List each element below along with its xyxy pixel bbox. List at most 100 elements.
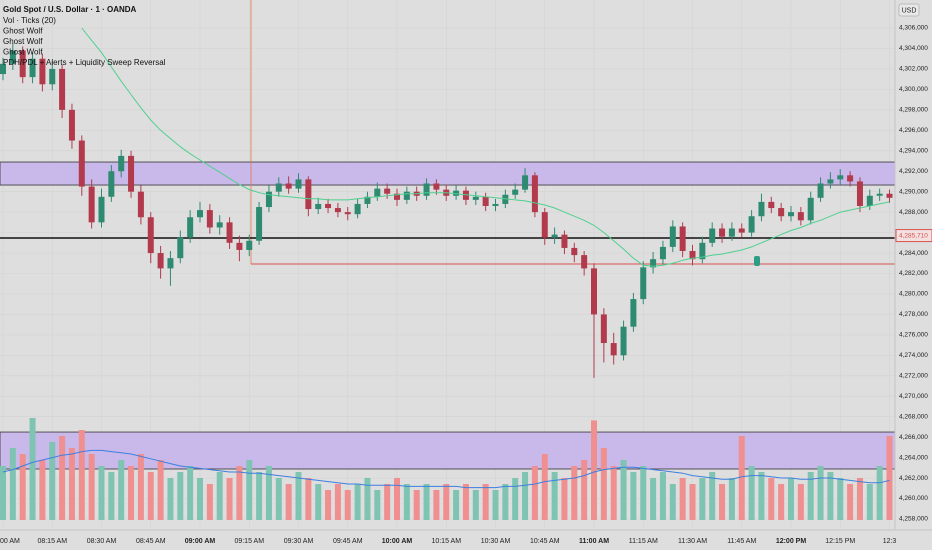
volume-bar [512,478,519,520]
candle-body [610,343,617,356]
candle-body [187,217,194,238]
x-tick-label: 09:45 AM [333,538,363,545]
candle-body [147,217,154,254]
candle-body [384,188,391,194]
candle-body [482,196,489,206]
volume-bar [59,436,66,520]
candle-body [512,189,519,195]
y-tick-label: 4,264,000 [899,454,928,461]
legend-entry: Ghost Wolf [3,48,43,57]
x-tick-label: 10:30 AM [481,538,511,545]
x-tick-label: 11:15 AM [629,538,658,545]
candle-body [137,191,144,218]
candle-body [531,175,538,213]
volume-bar [423,484,430,520]
candle-body [364,196,371,204]
volume-bar [669,484,676,520]
volume-bar [630,472,637,520]
candle-body [748,216,755,233]
candle-body [659,246,666,260]
volume-bar [738,436,745,520]
candle-body [394,193,400,200]
volume-bar [551,472,558,520]
volume-bar [394,478,400,520]
candle-body [768,201,775,209]
volume-bar [758,472,765,520]
volume-bar [620,460,627,520]
candle-body [128,155,135,192]
volume-bar [866,484,873,520]
volume-bar [856,478,863,520]
volume-bar [541,454,548,520]
x-tick-label: 11:30 AM [678,538,707,545]
candle-body [571,247,578,256]
volume-bar [78,430,85,520]
candle-body [788,212,794,217]
legend-entry: Ghost Wolf [3,37,43,46]
volume-bar [462,484,469,520]
volume-bar [492,490,499,520]
x-tick-label: 09:00 AM [185,538,216,545]
volume-bar [728,478,735,520]
volume-bar [591,420,597,520]
volume-bar [128,466,135,520]
volume-bar [305,478,312,520]
candle-body [403,191,410,200]
volume-bar [344,490,351,520]
volume-bar [197,478,203,520]
candle-body [334,208,341,213]
volume-bar [827,472,834,520]
candle-body [679,226,686,251]
candle-body [600,314,607,344]
volume-bar [236,466,243,520]
y-tick-label: 4,290,000 [899,188,928,195]
volume-bar [9,448,16,520]
volume-bar [315,484,322,520]
y-tick-label: 4,260,000 [899,495,928,502]
volume-bar [748,466,755,520]
candle-body [246,240,253,250]
candle-body [492,203,499,206]
candle-body [275,183,282,192]
volume-bar [650,478,657,520]
candle-body [177,237,184,259]
volume-bar [364,478,371,520]
candle-body [157,253,164,269]
candle-body [866,195,873,206]
volume-bar [610,466,617,520]
candle-body [39,58,46,85]
candle-body [344,212,351,215]
volume-bar [453,490,460,520]
axes: 4,258,000 4,260,000 4,262,000 4,264,000 4,26… [0,25,932,545]
volume-bar [19,454,26,520]
volume-bar [709,472,716,520]
volume-bar [157,460,164,520]
candle-body [256,207,263,241]
y-tick-label: 4,298,000 [899,107,928,114]
volume-bar [49,442,56,520]
candle-body [118,155,125,172]
price-axis [895,0,932,550]
volume-bar [39,460,46,520]
x-tick-label: 09:15 AM [234,538,264,545]
volume-bar [187,466,194,520]
y-tick-label: 4,258,000 [899,516,928,523]
candle-body [285,183,292,189]
volume-bar [817,466,824,520]
volume-bar [502,484,509,520]
candle-body [620,326,627,356]
x-tick-label: 12:3 [883,538,897,545]
volume-bar [797,484,804,520]
chart-title: Gold Spot / U.S. Dollar · 1 · OANDA [3,5,137,14]
y-tick-label: 4,274,000 [899,352,928,359]
volume-bar [433,490,440,520]
volume-bar [354,484,361,520]
volume-bar [807,472,814,520]
volume-bar [472,490,479,520]
x-tick-label: 08:15 AM [37,538,67,545]
candle-body [49,68,56,85]
candle-body [640,267,647,300]
candle-body [295,179,302,189]
currency-button[interactable] [898,3,920,17]
volume-bar [699,478,706,520]
